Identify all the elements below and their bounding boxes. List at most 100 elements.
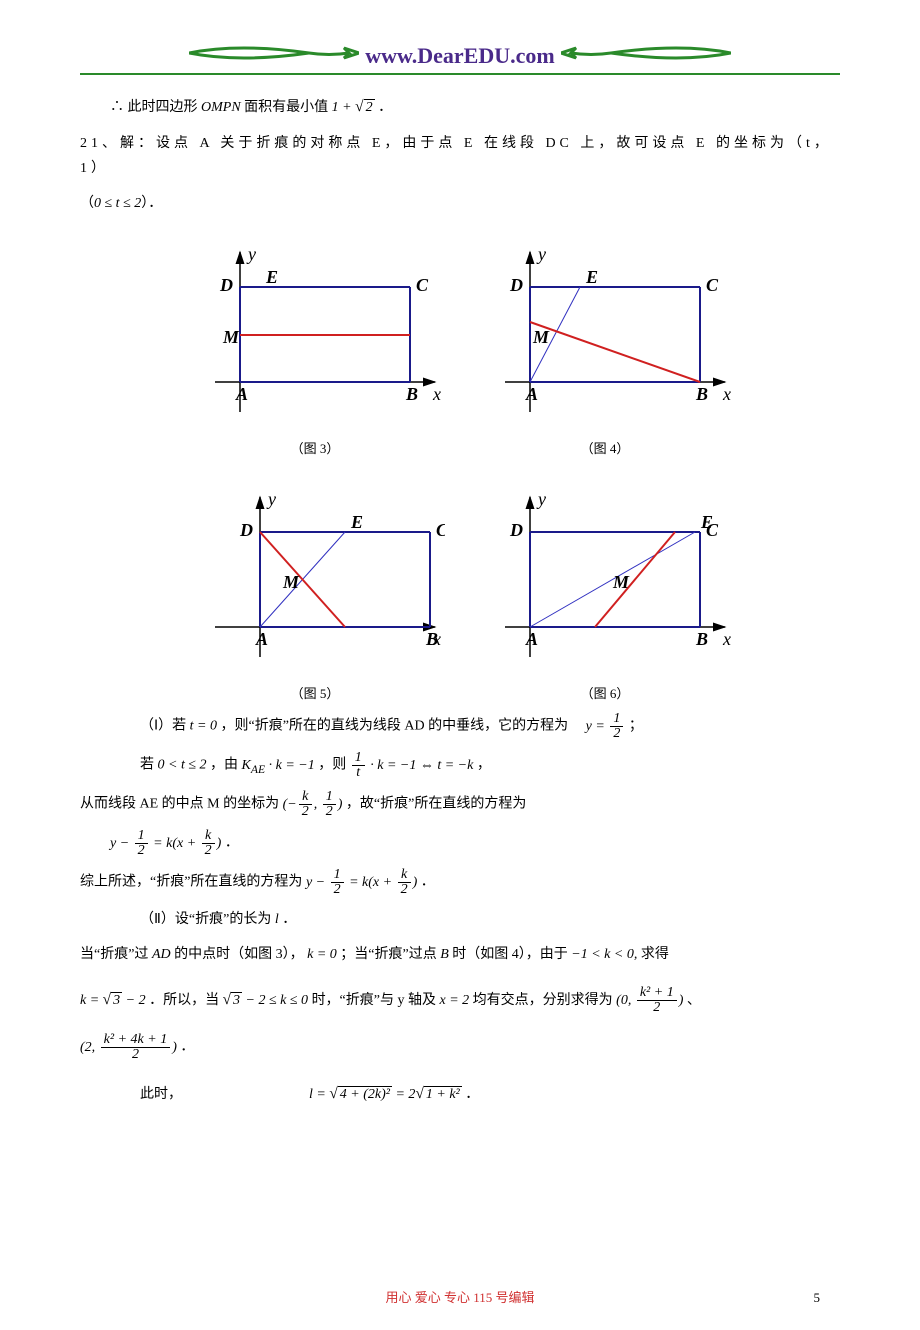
text: ． [465,1087,479,1102]
math-eq: l = √4 + (2k)² = 2√1 + k² [309,1087,465,1102]
math: t = 0 [190,719,217,734]
svg-text:E: E [700,512,713,532]
math: −1 < k < 0, [571,947,637,962]
text: ． [378,100,392,115]
math: l [275,912,279,927]
text: ，故“折痕”所在直线的方程为 [346,797,526,812]
svg-text:M: M [282,572,300,592]
text: （Ⅰ）若 [140,719,186,734]
figure-4-caption: （图 4） [581,438,630,457]
svg-text:B: B [695,629,708,649]
math: 0 < t ≤ 2 [158,758,207,773]
figure-5: xyABCDEM （图 5） [185,477,445,702]
math: k = √3 − 2 [80,993,146,1008]
text: ． [282,912,296,927]
svg-text:y: y [536,244,546,264]
problem-21-intro: 21、解：设点 A 关于折痕的对称点 E，由于点 E 在线段 DC 上，故可设点… [80,131,840,181]
url-brand1: Dear [417,43,463,68]
part1-line3: 从而线段 AE 的中点 M 的坐标为 (−k2, 12) ，故“折痕”所在直线的… [80,790,840,819]
svg-text:B: B [405,384,418,404]
math-eq: y = 12 [586,719,629,734]
text: 时，“折痕”与 y 轴及 [312,993,436,1008]
text: 综上所述，“折痕”所在直线的方程为 [80,875,302,890]
header-rule [80,73,840,75]
math: √3 − 2 ≤ k ≤ 0 [223,993,308,1008]
text-i: B [440,947,452,962]
svg-text:A: A [255,629,268,649]
text: ，则 [318,758,346,773]
text: 均有交点，分别求得为 [473,993,613,1008]
figure-4: xyABCDEM （图 4） [475,232,735,457]
math: x = 2 [440,993,470,1008]
text: ∴ 此时四边形 [110,100,198,115]
part1-line1: （Ⅰ）若 t = 0 ，则“折痕”所在的直线为线段 AD 的中垂线，它的方程为 … [140,712,840,741]
text: 、 [687,993,701,1008]
footer-text: 用心 爱心 专心 115 号编辑 [80,1287,840,1306]
part2-intro: （Ⅱ）设“折痕”的长为 l ． [140,907,840,932]
text-i: AD [152,947,174,962]
svg-text:C: C [706,275,719,295]
text: ，由 [210,758,238,773]
problem-21-intro-b: （0 ≤ t ≤ 2）． [80,191,840,216]
svg-text:C: C [436,520,445,540]
svg-text:x: x [432,384,441,404]
math-point: (0, k² + 12) [616,993,687,1008]
math: KAE · k = −1 [242,758,315,773]
svg-text:A: A [525,629,538,649]
text: ． [180,1040,194,1055]
svg-text:y: y [246,244,256,264]
page-number: 5 [814,1290,821,1306]
text-ompn: OMPN [201,100,244,115]
text: ； [629,719,643,734]
svg-text:D: D [509,520,523,540]
url-prefix: www. [365,43,417,68]
svg-text:y: y [536,489,546,509]
svg-text:A: A [235,384,248,404]
figure-6: xyABCDEM （图 6） [475,477,735,702]
figure-3-svg: x y A B C D E M [185,232,445,432]
figure-4-svg: xyABCDEM [475,232,735,432]
ornament-left-icon [189,40,359,71]
figure-6-caption: （图 6） [581,683,630,702]
header-line: www.DearEDU.com [80,40,840,71]
text: 面积有最小值 [244,100,328,115]
svg-text:B: B [425,629,438,649]
part1-summary: 综上所述，“折痕”所在直线的方程为 y − 12 = k(x + k2) ． [80,868,840,897]
svg-text:x: x [722,384,731,404]
part1-eq: y − 12 = k(x + k2) ． [110,829,840,858]
part2-result: 此时， l = √4 + (2k)² = 2√1 + k² ． [140,1080,840,1108]
ornament-right-icon [561,40,731,71]
svg-text:M: M [612,572,630,592]
text: 当“折痕”过 [80,947,152,962]
text: （Ⅱ）设“折痕”的长为 [140,912,271,927]
math-eq: y − 12 = k(x + k2) [110,836,225,851]
part1-line2: 若 0 < t ≤ 2 ，由 KAE · k = −1 ，则 1t · k = … [140,751,840,780]
text: ，则“折痕”所在的直线为线段 AD 的中垂线，它的方程为 [220,719,568,734]
part2-line3: (2, k² + 4k + 12) ． [80,1033,840,1062]
url-suffix: .com [510,43,555,68]
text: ．所以，当 [149,993,219,1008]
svg-text:E: E [585,267,598,287]
text: 从而线段 AE 的中点 M 的坐标为 [80,797,279,812]
math: 1t · k = −1 ⇔ t = −k [350,758,477,773]
figure-3-caption: （图 3） [291,438,340,457]
svg-text:D: D [219,275,233,295]
figure-6-svg: xyABCDEM [475,477,735,677]
text: 求得 [641,947,669,962]
text: ；当“折痕”过点 [340,947,440,962]
svg-text:M: M [222,327,240,347]
conclusion-line: ∴ 此时四边形 OMPN 面积有最小值 1 + √2 ． [110,93,840,121]
text: ， [477,758,491,773]
page: www.DearEDU.com ∴ 此时四边形 OMPN 面积有最小值 1 + … [0,0,920,1330]
part2-line2: k = √3 − 2 ．所以，当 √3 − 2 ≤ k ≤ 0 时，“折痕”与 … [80,986,840,1015]
math-expr: 1 + √2 [332,100,375,115]
svg-text:C: C [416,275,429,295]
svg-text:x: x [722,629,731,649]
svg-text:E: E [265,267,278,287]
figure-5-caption: （图 5） [291,683,340,702]
header-url: www.DearEDU.com [365,43,554,69]
part2-line1: 当“折痕”过 AD 的中点时（如图 3）， k = 0 ；当“折痕”过点 B 时… [80,942,840,967]
figures-grid: x y A B C D E M （图 3） x y A B C D E M （图 4） x y A B C D E M （… [80,232,840,702]
math-point: (−k2, 12) [283,797,346,812]
header: www.DearEDU.com [80,40,840,75]
